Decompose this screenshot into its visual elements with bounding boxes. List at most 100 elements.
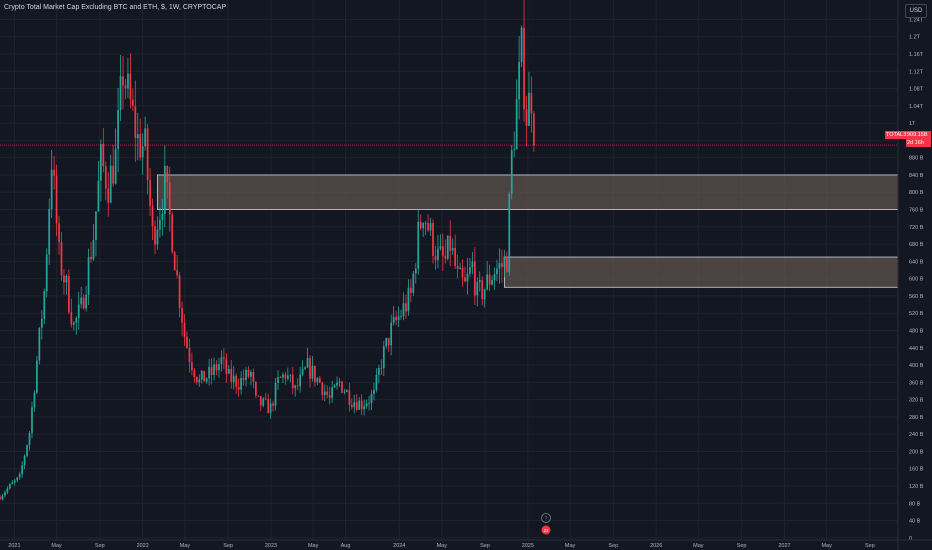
price-tick-label: 760 B: [909, 208, 924, 214]
candle-body: [269, 403, 272, 414]
candle-body: [498, 263, 501, 269]
candle-body: [53, 169, 55, 176]
price-badge-countdown: 2d 16h: [906, 139, 931, 147]
candle-body: [232, 375, 235, 383]
time-tick-label: 2022: [137, 543, 149, 549]
candle-body: [360, 400, 363, 410]
candle-body: [486, 274, 488, 290]
candle-body: [127, 73, 129, 89]
time-axis[interactable]: 2021 May Sep 2022 May Sep 2023 May Aug 2024 May Sep…: [0, 539, 932, 549]
candle-body: [341, 381, 343, 393]
candle-body: [348, 390, 351, 405]
candle-body: [427, 222, 429, 231]
earnings-event-icon[interactable]: [541, 525, 551, 535]
price-axis[interactable]: 0 40 B 80 B 120 B 160 B 200 B 240 B 280 B 320 B 3…: [897, 0, 924, 550]
candle-body: [242, 378, 245, 380]
price-tick-label: 1.12T: [909, 69, 924, 75]
candle-body: [188, 347, 191, 363]
candle-body: [284, 374, 287, 379]
candle-body: [353, 402, 356, 408]
candle-body: [390, 322, 393, 346]
candle-body: [510, 150, 513, 194]
time-tick-label: 2025: [522, 543, 534, 549]
price-tick-label: 480 B: [909, 328, 924, 334]
price-tick-label: 1.04T: [909, 104, 924, 110]
candle-body: [208, 366, 210, 379]
candle-body: [129, 73, 132, 100]
candle-body: [200, 370, 203, 380]
events-markers[interactable]: ? 22: [541, 513, 551, 535]
candle-body: [525, 109, 528, 126]
candle-body: [60, 242, 63, 276]
candle-body: [171, 214, 174, 253]
candle-body: [230, 368, 233, 383]
candle-body: [109, 165, 112, 203]
candle-body: [8, 484, 11, 489]
currency-button[interactable]: USD: [905, 4, 927, 18]
price-tick-label: 400 B: [909, 363, 924, 369]
candle-body: [501, 263, 503, 267]
candle-body: [205, 378, 208, 382]
time-tick-label: Sep: [737, 543, 747, 549]
candle-body: [513, 149, 516, 151]
candle-body: [291, 374, 294, 389]
price-tick-label: 840 B: [909, 173, 924, 179]
candle-body: [318, 378, 321, 383]
candle-body: [104, 166, 107, 189]
price-tick-label: 160 B: [909, 467, 924, 473]
flag-event-icon[interactable]: [541, 513, 551, 523]
candle-body: [95, 211, 97, 241]
candle-body: [198, 379, 201, 383]
candle-body: [434, 256, 437, 261]
candle-body: [267, 399, 270, 414]
candle-body: [141, 146, 144, 158]
candle-body: [193, 370, 196, 377]
candle-body: [481, 280, 484, 300]
candle-body: [530, 92, 533, 114]
candle-body: [441, 246, 444, 256]
candle-body: [491, 280, 493, 285]
candle-body: [476, 282, 479, 296]
candle-body: [255, 381, 257, 396]
candle-body: [518, 62, 520, 100]
candle-body: [92, 240, 95, 260]
candle-body: [4, 492, 6, 496]
candle-body: [466, 273, 469, 282]
candle-body: [154, 226, 156, 245]
candle-body: [90, 256, 92, 260]
candle-body: [16, 477, 19, 481]
candle-body: [277, 377, 279, 383]
candle-body: [429, 223, 432, 231]
candle-body: [1, 495, 4, 500]
zone-rect: [503, 256, 899, 288]
price-badge-value: 909.15B: [906, 131, 931, 139]
candle-body: [338, 381, 341, 383]
candle-body: [31, 407, 33, 433]
candle-body: [77, 304, 80, 318]
candle-body: [264, 398, 267, 400]
candle-body: [240, 378, 242, 390]
candle-body: [414, 268, 417, 274]
candle-body: [87, 256, 90, 295]
candle-body: [112, 165, 115, 184]
candle-body: [378, 368, 380, 376]
candle-body: [173, 252, 176, 271]
price-tick-label: 800 B: [909, 190, 924, 196]
candle-body: [218, 364, 220, 371]
candle-body: [38, 327, 41, 361]
candle-body: [306, 358, 309, 368]
candle-body: [464, 277, 466, 282]
candle-body: [382, 346, 385, 368]
candle-body: [203, 370, 206, 382]
candle-body: [107, 188, 110, 203]
candle-body: [397, 316, 400, 321]
candle-body: [368, 402, 370, 404]
candle-body: [213, 364, 215, 375]
time-tick-label: 2026: [650, 543, 662, 549]
candle-body: [114, 149, 117, 184]
candle-body: [131, 99, 134, 106]
candle-body: [508, 193, 511, 273]
candle-body: [0, 496, 1, 500]
candle-body: [227, 368, 230, 374]
